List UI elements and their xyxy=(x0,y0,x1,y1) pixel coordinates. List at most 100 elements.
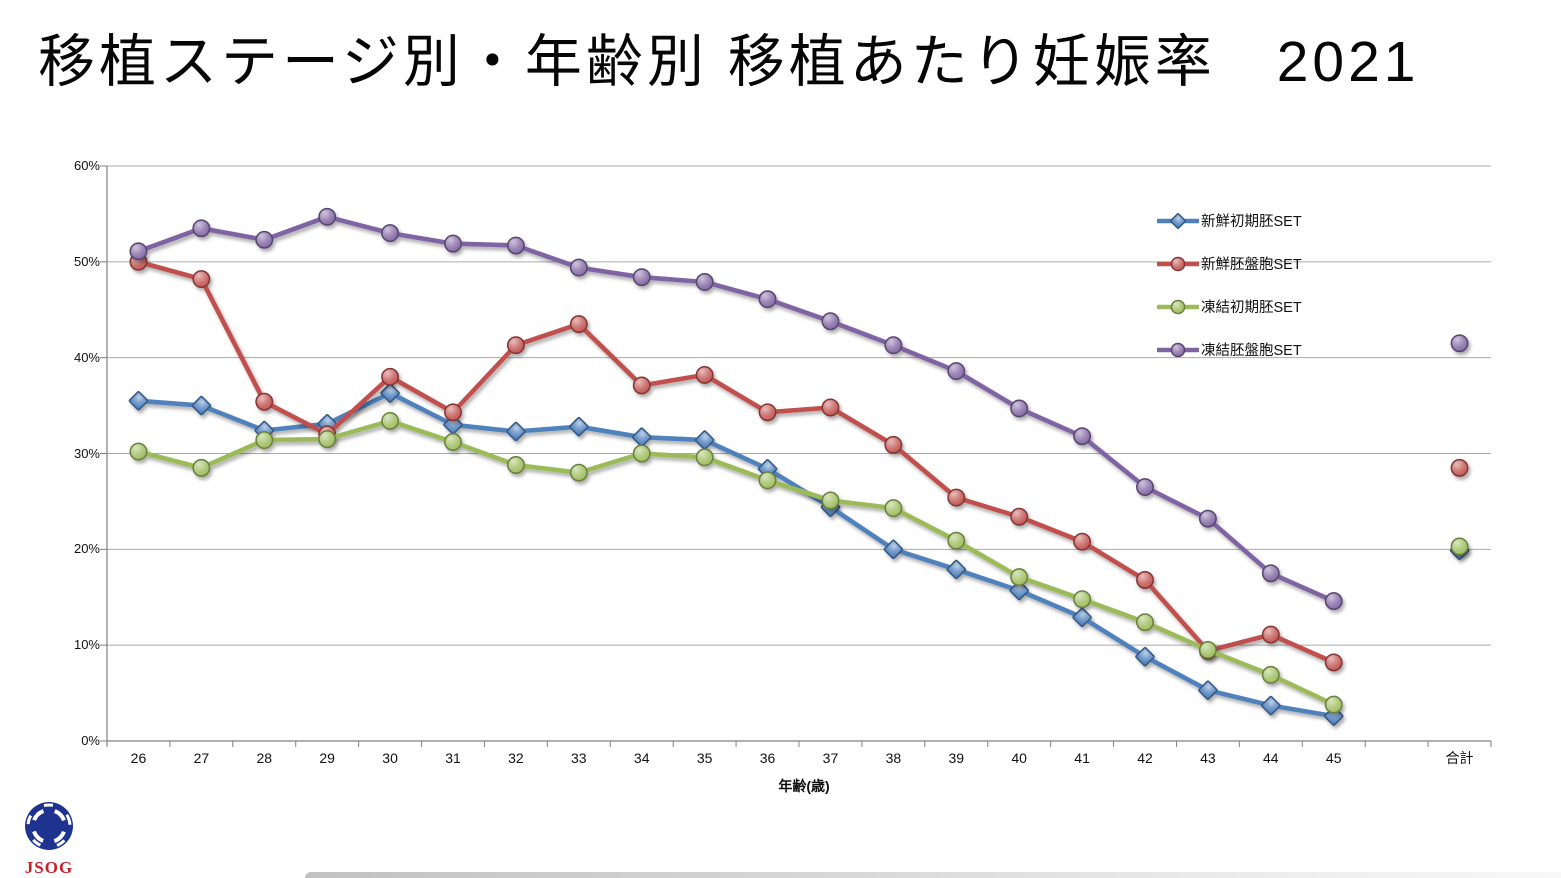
data-point-marker xyxy=(444,234,462,253)
legend-marker-icon xyxy=(1157,342,1199,357)
data-point-marker xyxy=(947,531,966,550)
data-point-marker xyxy=(1261,695,1281,716)
x-tick-label: 39 xyxy=(948,750,965,766)
x-tick-label: 32 xyxy=(508,750,524,766)
data-point-marker xyxy=(1136,571,1154,589)
x-axis-title: 年齢(歳) xyxy=(778,778,830,794)
data-point-marker xyxy=(506,236,525,255)
legend-label: 凍結初期胚SET xyxy=(1201,300,1302,316)
data-point-marker xyxy=(569,315,588,334)
series-line xyxy=(136,214,1336,604)
data-point-marker xyxy=(884,499,903,518)
data-point-marker xyxy=(255,392,274,411)
legend-marker-icon xyxy=(1157,299,1199,314)
x-tick-label-total: 合計 xyxy=(1445,750,1474,766)
data-point-marker xyxy=(192,219,211,238)
x-tick-label: 31 xyxy=(445,750,461,766)
data-point-marker xyxy=(1261,665,1280,684)
data-point-marker xyxy=(632,268,651,287)
data-point-marker xyxy=(128,391,149,411)
data-point-marker xyxy=(884,336,903,355)
series-line xyxy=(136,418,1336,707)
jsog-globe-icon xyxy=(25,802,73,850)
data-point-marker xyxy=(631,427,652,447)
x-tick-label: 30 xyxy=(382,750,398,766)
data-point-marker xyxy=(1324,695,1343,714)
data-point-marker xyxy=(381,411,400,430)
data-point-marker xyxy=(1324,592,1343,611)
data-point-marker xyxy=(1136,613,1154,632)
data-point-marker xyxy=(632,376,651,395)
data-point-marker xyxy=(1170,299,1186,314)
data-point-marker xyxy=(946,559,967,580)
legend-item: 凍結胚盤胞SET xyxy=(1157,328,1302,371)
data-point-marker xyxy=(821,398,840,417)
data-point-marker xyxy=(632,444,651,463)
data-point-marker xyxy=(695,448,714,467)
data-point-marker xyxy=(758,403,777,422)
data-point-marker xyxy=(444,403,462,422)
data-point-marker xyxy=(569,416,589,437)
data-point-marker xyxy=(318,430,337,449)
chart-title: 移植ステージ別・年齢別 移植あたり妊娠率 2021 xyxy=(38,30,1420,94)
series-凍結初期胚SET xyxy=(129,411,1469,714)
legend: 新鮮初期胚SET 新鮮胚盤胞SET 凍結初期胚SET 凍結胚盤胞SET xyxy=(1157,199,1302,371)
data-point-marker xyxy=(1170,212,1186,229)
data-point-marker xyxy=(255,431,274,450)
legend-marker-icon xyxy=(1157,212,1199,229)
data-point-marker xyxy=(1010,399,1029,418)
data-point-marker xyxy=(1198,680,1218,700)
data-point-marker xyxy=(758,471,777,490)
data-point-marker xyxy=(947,488,966,507)
x-tick-label: 43 xyxy=(1200,750,1216,766)
data-point-marker xyxy=(1170,342,1186,357)
series-新鮮胚盤胞SET xyxy=(129,252,1469,672)
legend-item: 凍結初期胚SET xyxy=(1157,285,1302,328)
data-point-marker xyxy=(1261,564,1280,583)
data-point-marker xyxy=(1170,256,1186,271)
y-tick-label: 50% xyxy=(73,253,100,269)
data-point-marker xyxy=(129,442,148,461)
data-point-marker xyxy=(381,367,400,386)
x-tick-label: 27 xyxy=(193,750,210,766)
legend-item: 新鮮胚盤胞SET xyxy=(1157,242,1302,285)
data-point-marker xyxy=(506,456,525,474)
x-tick-label: 26 xyxy=(130,750,147,766)
x-tick-label: 40 xyxy=(1011,750,1027,766)
x-tick-label: 33 xyxy=(571,750,587,766)
bottom-edge-shadow xyxy=(305,872,1561,878)
data-point-marker xyxy=(1073,427,1092,446)
data-point-marker xyxy=(695,365,714,384)
x-tick-label: 37 xyxy=(822,750,839,766)
data-point-marker xyxy=(318,207,337,226)
legend-label: 新鮮胚盤胞SET xyxy=(1201,257,1302,273)
y-tick-label: 0% xyxy=(81,733,100,748)
data-point-marker xyxy=(506,336,525,355)
data-point-marker xyxy=(381,224,400,243)
series-凍結胚盤胞SET xyxy=(129,207,1469,611)
data-point-marker xyxy=(1198,641,1217,659)
series-line xyxy=(136,259,1336,665)
data-point-marker xyxy=(191,395,212,416)
data-point-marker xyxy=(821,491,840,510)
x-tick-label: 28 xyxy=(256,750,273,766)
data-point-marker xyxy=(569,258,588,277)
legend-item: 新鮮初期胚SET xyxy=(1157,199,1302,242)
x-tick-label: 38 xyxy=(885,750,902,766)
data-point-marker xyxy=(443,415,463,435)
series-新鮮初期胚SET xyxy=(128,383,1470,726)
data-point-marker xyxy=(1009,580,1029,601)
data-point-marker xyxy=(1136,478,1154,496)
data-point-marker xyxy=(947,362,966,381)
data-point-marker xyxy=(1261,625,1280,644)
x-tick-label: 45 xyxy=(1325,750,1342,766)
y-tick-label: 30% xyxy=(73,445,100,461)
data-point-marker xyxy=(1324,653,1343,672)
data-point-marker xyxy=(192,270,211,289)
data-point-marker xyxy=(1072,607,1092,628)
data-point-marker xyxy=(821,312,840,331)
x-tick-label: 44 xyxy=(1263,750,1279,766)
data-point-marker xyxy=(1198,509,1217,528)
data-point-marker xyxy=(1450,537,1469,556)
